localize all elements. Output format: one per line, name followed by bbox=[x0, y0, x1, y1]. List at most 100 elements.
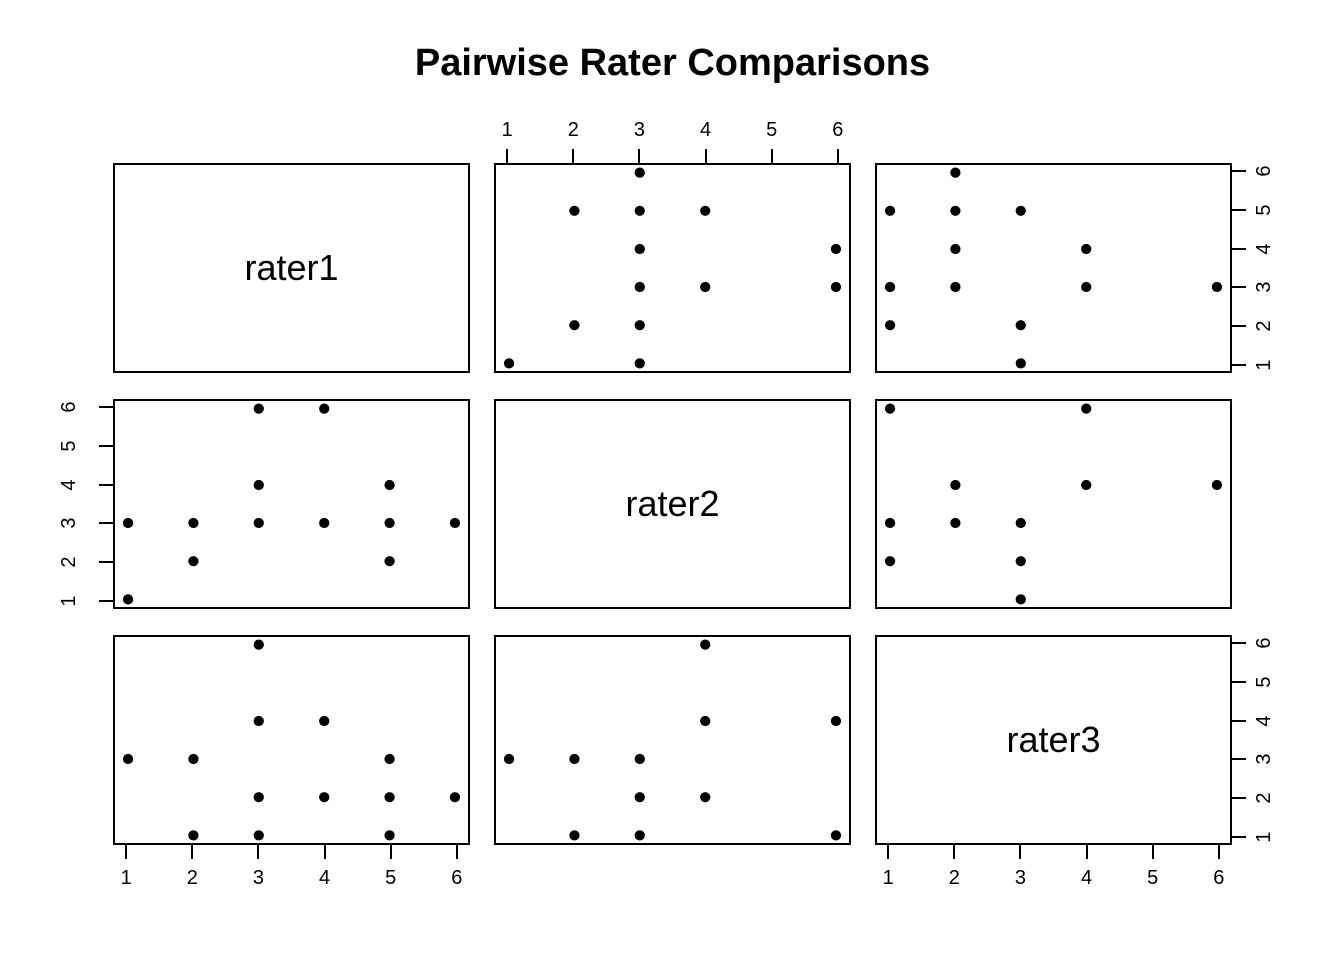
data-point bbox=[634, 205, 645, 216]
scatter-panel-rater1-vs-rater2 bbox=[494, 163, 851, 373]
data-point bbox=[950, 517, 961, 529]
data-point bbox=[830, 715, 842, 727]
x-axis-tick-label: 3 bbox=[633, 119, 645, 141]
x-axis-tick bbox=[704, 149, 707, 163]
scatter-panel-rater2-vs-rater1 bbox=[113, 399, 470, 609]
data-point bbox=[830, 243, 842, 255]
data-point bbox=[700, 205, 711, 216]
y-axis-tick-label: 4 bbox=[1253, 242, 1275, 255]
data-point bbox=[253, 715, 264, 727]
y-axis-tick bbox=[1232, 797, 1246, 800]
data-point bbox=[319, 403, 330, 414]
data-point bbox=[1081, 243, 1092, 255]
data-point bbox=[384, 517, 395, 529]
y-axis-tick-label: 3 bbox=[1253, 753, 1275, 765]
diagonal-panel-rater3: rater3 bbox=[875, 635, 1232, 845]
y-axis-tick-label: 4 bbox=[1253, 714, 1275, 727]
y-axis-tick bbox=[99, 522, 113, 525]
x-axis-tick bbox=[1085, 845, 1088, 859]
scatter-panel-rater2-vs-rater3 bbox=[875, 399, 1232, 609]
y-axis-tick bbox=[99, 561, 113, 564]
variable-label: rater3 bbox=[1006, 719, 1101, 760]
x-axis-tick bbox=[836, 149, 839, 163]
y-axis-tick-label: 1 bbox=[58, 595, 80, 607]
y-axis-tick-label: 5 bbox=[58, 440, 80, 452]
data-point bbox=[188, 517, 199, 529]
x-axis-tick bbox=[1019, 845, 1022, 859]
y-axis-tick-label: 2 bbox=[1253, 792, 1275, 804]
y-axis-tick-label: 6 bbox=[58, 401, 80, 413]
diagonal-panel-rater1: rater1 bbox=[113, 163, 470, 373]
x-axis-tick-label: 3 bbox=[1014, 867, 1026, 889]
y-axis-tick-label: 2 bbox=[1253, 320, 1275, 332]
data-point bbox=[384, 556, 395, 567]
y-axis-tick-label: 5 bbox=[1253, 676, 1275, 688]
diagonal-panel-rater2: rater2 bbox=[494, 399, 851, 609]
data-point bbox=[634, 830, 645, 841]
y-axis-tick-label: 6 bbox=[1253, 165, 1275, 177]
x-axis-tick-label: 1 bbox=[501, 119, 513, 141]
x-axis-tick bbox=[1151, 845, 1154, 859]
x-axis-tick-label: 1 bbox=[882, 867, 894, 889]
data-point bbox=[700, 792, 711, 803]
y-axis-tick bbox=[1232, 641, 1246, 644]
x-axis-tick-label: 2 bbox=[567, 119, 579, 141]
data-point bbox=[634, 167, 645, 178]
data-point bbox=[950, 167, 961, 178]
data-point bbox=[950, 479, 961, 491]
data-point bbox=[634, 243, 645, 255]
data-point bbox=[950, 205, 961, 216]
data-point bbox=[1081, 479, 1092, 491]
data-point bbox=[1015, 594, 1026, 605]
x-axis-tick bbox=[1217, 845, 1220, 859]
data-point bbox=[634, 320, 645, 331]
y-axis-tick bbox=[1232, 208, 1246, 211]
y-axis-tick bbox=[1232, 325, 1246, 328]
scatter-panel-rater3-vs-rater1 bbox=[113, 635, 470, 845]
x-axis-tick bbox=[257, 845, 260, 859]
chart-title: Pairwise Rater Comparisons bbox=[414, 42, 931, 84]
data-point bbox=[569, 205, 580, 216]
data-point bbox=[384, 479, 395, 491]
data-point bbox=[1211, 479, 1223, 491]
x-axis-tick bbox=[887, 845, 890, 859]
data-point bbox=[569, 753, 580, 765]
data-point bbox=[950, 281, 961, 293]
x-axis-tick bbox=[506, 149, 509, 163]
data-point bbox=[569, 830, 580, 841]
data-point bbox=[700, 281, 711, 293]
y-axis-tick-label: 3 bbox=[58, 517, 80, 529]
data-point bbox=[884, 556, 896, 567]
data-point bbox=[188, 753, 199, 765]
data-point bbox=[884, 281, 896, 293]
x-axis-tick bbox=[953, 845, 956, 859]
y-axis-tick bbox=[1232, 364, 1246, 367]
data-point bbox=[634, 792, 645, 803]
x-axis-tick-label: 2 bbox=[948, 867, 960, 889]
data-point bbox=[122, 594, 134, 605]
data-point bbox=[253, 479, 264, 491]
y-axis-tick-label: 4 bbox=[58, 478, 80, 491]
y-axis-tick-label: 2 bbox=[58, 556, 80, 568]
data-point bbox=[449, 792, 461, 803]
data-point bbox=[188, 830, 199, 841]
x-axis-tick-label: 4 bbox=[318, 867, 331, 889]
x-axis-tick-label: 3 bbox=[252, 867, 264, 889]
x-axis-tick bbox=[125, 845, 128, 859]
data-point bbox=[884, 403, 896, 414]
data-point bbox=[1211, 281, 1223, 293]
y-axis-tick bbox=[99, 483, 113, 486]
x-axis-tick-label: 2 bbox=[186, 867, 198, 889]
x-axis-tick-label: 6 bbox=[832, 119, 844, 141]
data-point bbox=[384, 753, 395, 765]
data-point bbox=[253, 639, 264, 650]
data-point bbox=[253, 403, 264, 414]
data-point bbox=[503, 358, 515, 369]
y-axis-tick bbox=[99, 444, 113, 447]
x-axis-tick bbox=[455, 845, 458, 859]
data-point bbox=[1015, 320, 1026, 331]
y-axis-tick-label: 3 bbox=[1253, 281, 1275, 293]
data-point bbox=[1015, 205, 1026, 216]
data-point bbox=[830, 281, 842, 293]
data-point bbox=[700, 715, 711, 727]
